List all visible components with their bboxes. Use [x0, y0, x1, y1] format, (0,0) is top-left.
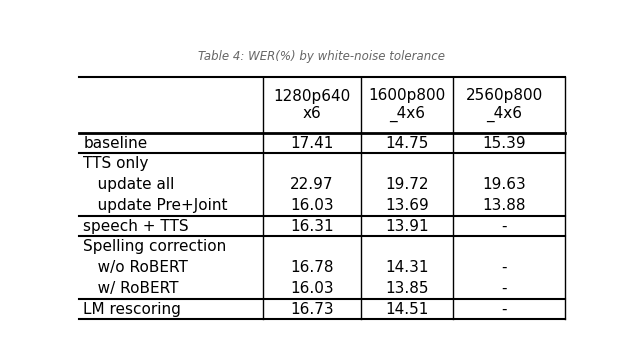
Text: 16.31: 16.31: [290, 219, 334, 233]
Text: 14.51: 14.51: [386, 302, 429, 316]
Text: Table 4: WER(%) by white-noise tolerance: Table 4: WER(%) by white-noise tolerance: [198, 50, 445, 63]
Text: w/o RoBERT: w/o RoBERT: [84, 260, 188, 275]
Text: 16.78: 16.78: [290, 260, 334, 275]
Text: 14.75: 14.75: [386, 135, 429, 151]
Text: 17.41: 17.41: [290, 135, 334, 151]
Text: w/ RoBERT: w/ RoBERT: [84, 281, 179, 296]
Text: update Pre+Joint: update Pre+Joint: [84, 198, 228, 213]
Text: 14.31: 14.31: [385, 260, 429, 275]
Text: update all: update all: [84, 177, 175, 192]
Text: -: -: [502, 260, 507, 275]
Text: 22.97: 22.97: [290, 177, 334, 192]
Text: -: -: [502, 219, 507, 233]
Text: 13.69: 13.69: [385, 198, 429, 213]
Text: 13.85: 13.85: [385, 281, 429, 296]
Text: 1280p640
x6: 1280p640 x6: [273, 89, 351, 121]
Text: 19.72: 19.72: [385, 177, 429, 192]
Text: 2560p800
_4x6: 2560p800 _4x6: [466, 88, 543, 122]
Text: speech + TTS: speech + TTS: [84, 219, 189, 233]
Text: Spelling correction: Spelling correction: [84, 239, 227, 254]
Text: TTS only: TTS only: [84, 156, 149, 171]
Text: 13.88: 13.88: [482, 198, 526, 213]
Text: 19.63: 19.63: [482, 177, 526, 192]
Text: baseline: baseline: [84, 135, 148, 151]
Text: 1600p800
_4x6: 1600p800 _4x6: [369, 88, 446, 122]
Text: 13.91: 13.91: [385, 219, 429, 233]
Text: 16.73: 16.73: [290, 302, 334, 316]
Text: LM rescoring: LM rescoring: [84, 302, 181, 316]
Text: -: -: [502, 302, 507, 316]
Text: 16.03: 16.03: [290, 198, 334, 213]
Text: -: -: [502, 281, 507, 296]
Text: 16.03: 16.03: [290, 281, 334, 296]
Text: 15.39: 15.39: [482, 135, 526, 151]
